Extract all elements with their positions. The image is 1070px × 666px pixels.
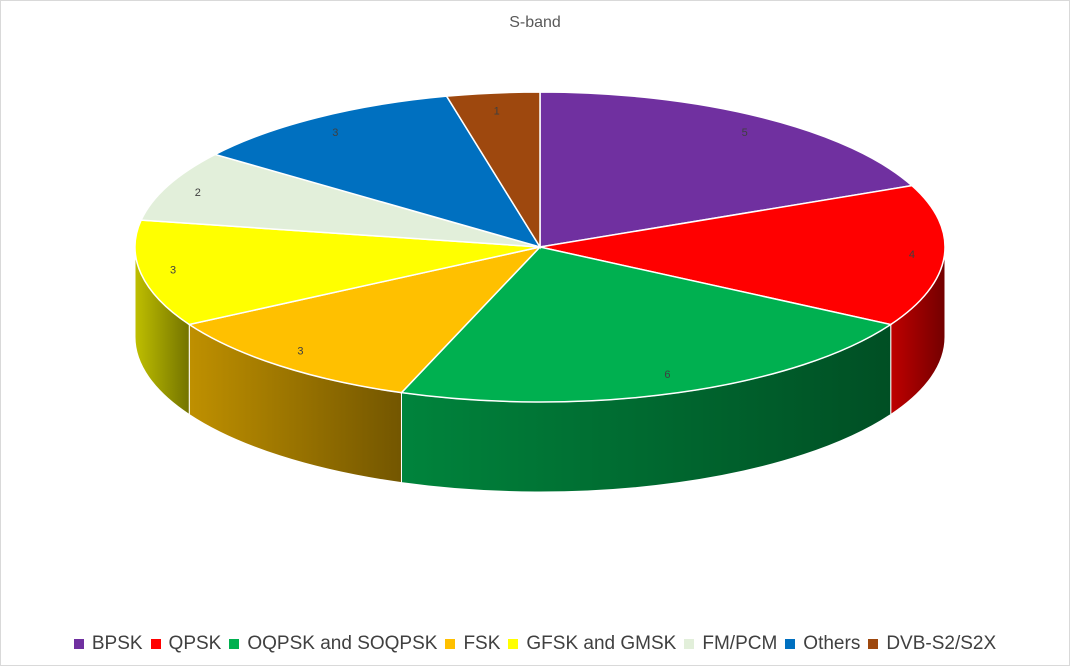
data-label-oqpsk-and-soqpsk: 6 [664,369,670,381]
slice-fsk [187,245,543,394]
legend-label: GFSK and GMSK [526,633,677,654]
data-label-dvb-s2-s2x: 1 [494,105,500,117]
data-label-qpsk: 4 [909,249,915,261]
legend-item-fsk: FSK [445,633,500,655]
legend-swatch [229,639,240,649]
legend-item-others: Others [785,633,860,655]
slice-oqpsk-and-soqpsk [399,246,893,403]
legend-swatch [868,639,879,649]
data-label-gfsk-and-gmsk: 3 [170,265,176,277]
chart-legend: BPSK QPSK OQPSK and SOQPSK FSK GFSK and GMSK… [0,633,1070,655]
legend-label: OQPSK and SOQPSK [247,633,438,654]
data-label-bpsk: 5 [742,127,748,139]
legend-swatch [508,639,519,649]
legend-item-qpsk: QPSK [150,633,222,655]
slice-gfsk-and-gmsk [134,219,541,326]
legend-label: Others [803,633,861,654]
legend-item-bpsk: BPSK [73,633,143,655]
data-label-fsk: 3 [297,345,303,357]
slice-dvb-s2-s2x [445,91,541,250]
data-label-fm-pcm: 2 [195,187,201,199]
legend-item-oqpsk-and-soqpsk: OQPSK and SOQPSK [229,633,437,655]
legend-swatch [684,639,695,649]
legend-label: QPSK [168,633,222,654]
legend-swatch [150,639,161,649]
legend-swatch [785,639,796,649]
legend-swatch [445,639,456,649]
data-label-others: 3 [332,127,338,139]
legend-label: BPSK [91,633,143,654]
legend-item-gfsk-and-gmsk: GFSK and GMSK [508,633,676,655]
legend-label: FM/PCM [702,633,778,654]
chart-title: S-band [509,14,561,31]
slice-bpsk [539,91,914,248]
slice-fm-pcm [140,153,541,248]
legend-item-fm-pcm: FM/PCM [684,633,777,655]
legend-label: FSK [463,633,501,654]
slice-others [213,95,542,249]
slice-qpsk [539,184,946,326]
legend-label: DVB-S2/S2X [886,633,997,654]
legend-item-dvb-s2-s2x: DVB-S2/S2X [868,633,996,655]
legend-swatch [73,639,84,649]
